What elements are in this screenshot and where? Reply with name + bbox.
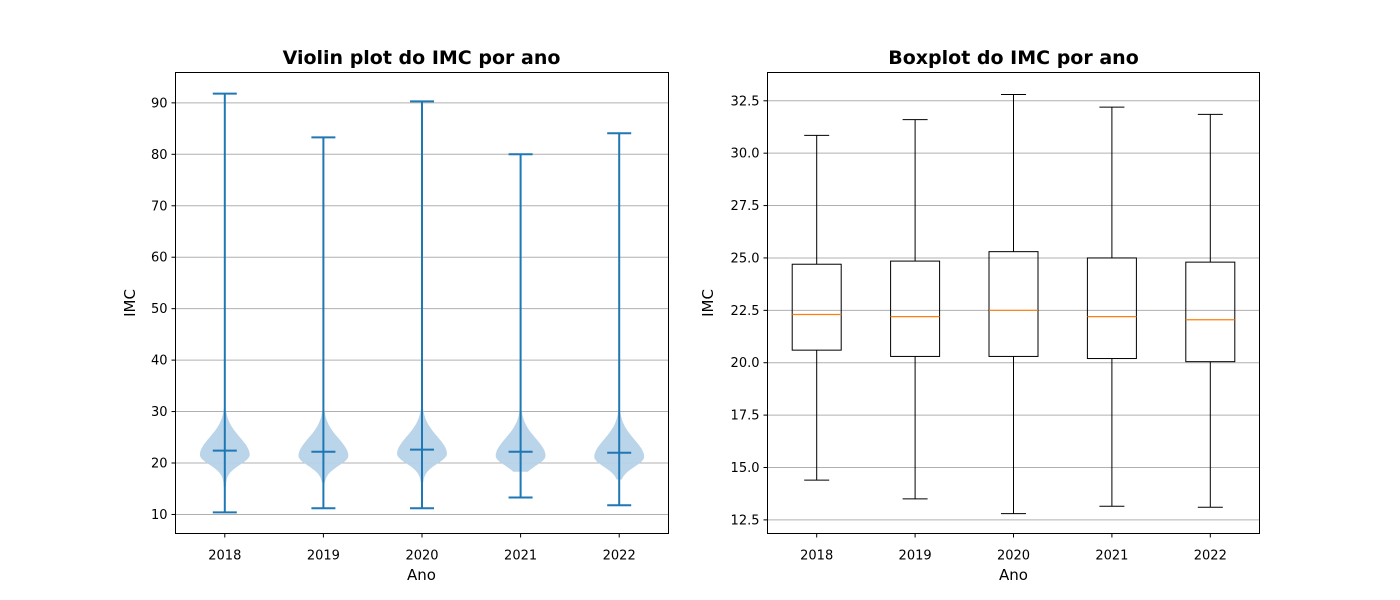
violin-x-tick-label: 2022: [603, 549, 636, 564]
violin-y-tick-label: 50: [151, 302, 168, 317]
boxplot-x-tick-label: 2020: [997, 549, 1030, 564]
boxplot-y-tick-label: 32.5: [731, 94, 760, 109]
boxplot-frame: [767, 72, 1260, 534]
violin-y-tick-label: 40: [151, 354, 168, 369]
violin-y-tick-label: 60: [151, 251, 168, 266]
boxplot-x-ticks: 2018 2019 2020 2021 2022: [800, 533, 1227, 564]
violin-y-tick-label: 80: [151, 148, 168, 163]
violin-plot-x-ticks: 2018 2019 2020 2021 2022: [208, 533, 636, 564]
boxplot-x-tick-label: 2022: [1194, 549, 1227, 564]
boxplot-y-tick-label: 22.5: [731, 304, 760, 319]
box-iqr-2022: [1185, 261, 1236, 363]
violin-y-tick-label: 20: [151, 457, 168, 472]
boxplot-y-tick-label: 20.0: [731, 356, 760, 371]
boxplot-x-tick-label: 2019: [899, 549, 932, 564]
boxplot-y-tick-label: 15.0: [731, 461, 760, 476]
violin-plot-marks: [199, 92, 645, 514]
boxplot-x-label: Ano: [999, 566, 1028, 584]
boxplot-x-tick-label: 2021: [1095, 549, 1128, 564]
boxplot-y-tick-label: 17.5: [731, 409, 760, 424]
box-iqr-2018: [791, 263, 842, 351]
boxplot-y-ticks: 12.5 15.0 17.5 20.0 22.5 25.0 27.5 30.0 32.5: [731, 94, 768, 528]
violin-plot-y-ticks: 10 20 30 40 50 60 70 80 90: [151, 96, 176, 523]
boxplot-y-tick-label: 12.5: [731, 513, 760, 528]
boxplot-marks: [791, 94, 1236, 515]
violin-x-tick-label: 2021: [504, 549, 537, 564]
boxplot-title: Boxplot do IMC por ano: [888, 47, 1139, 69]
boxplot-y-tick-label: 25.0: [731, 251, 760, 266]
violin-y-tick-label: 30: [151, 405, 168, 420]
violin-plot-title: Violin plot do IMC por ano: [283, 47, 561, 69]
violin-x-tick-label: 2019: [307, 549, 340, 564]
box-iqr-2020: [988, 251, 1039, 357]
violin-plot-frame: [175, 72, 669, 534]
box-iqr-2019: [890, 260, 941, 357]
box-iqr-2021: [1086, 257, 1137, 360]
violin-plot-x-label: Ano: [407, 566, 436, 584]
violin-plot-panel: Violin plot do IMC por ano 10 20 30 40 50 60 7…: [121, 47, 669, 584]
violin-y-tick-label: 10: [151, 508, 168, 523]
violin-plot-y-label: IMC: [121, 289, 139, 317]
violin-y-tick-label: 90: [151, 96, 168, 111]
boxplot-x-tick-label: 2018: [800, 549, 833, 564]
boxplot-panel: Boxplot do IMC por ano 12.5 15.0 17.5 20.0 2…: [699, 47, 1260, 584]
violin-x-tick-label: 2018: [208, 549, 241, 564]
violin-y-tick-label: 70: [151, 199, 168, 214]
boxplot-y-label: IMC: [699, 289, 717, 317]
boxplot-y-tick-label: 30.0: [731, 147, 760, 162]
violin-x-tick-label: 2020: [405, 549, 438, 564]
boxplot-y-tick-label: 27.5: [731, 199, 760, 214]
